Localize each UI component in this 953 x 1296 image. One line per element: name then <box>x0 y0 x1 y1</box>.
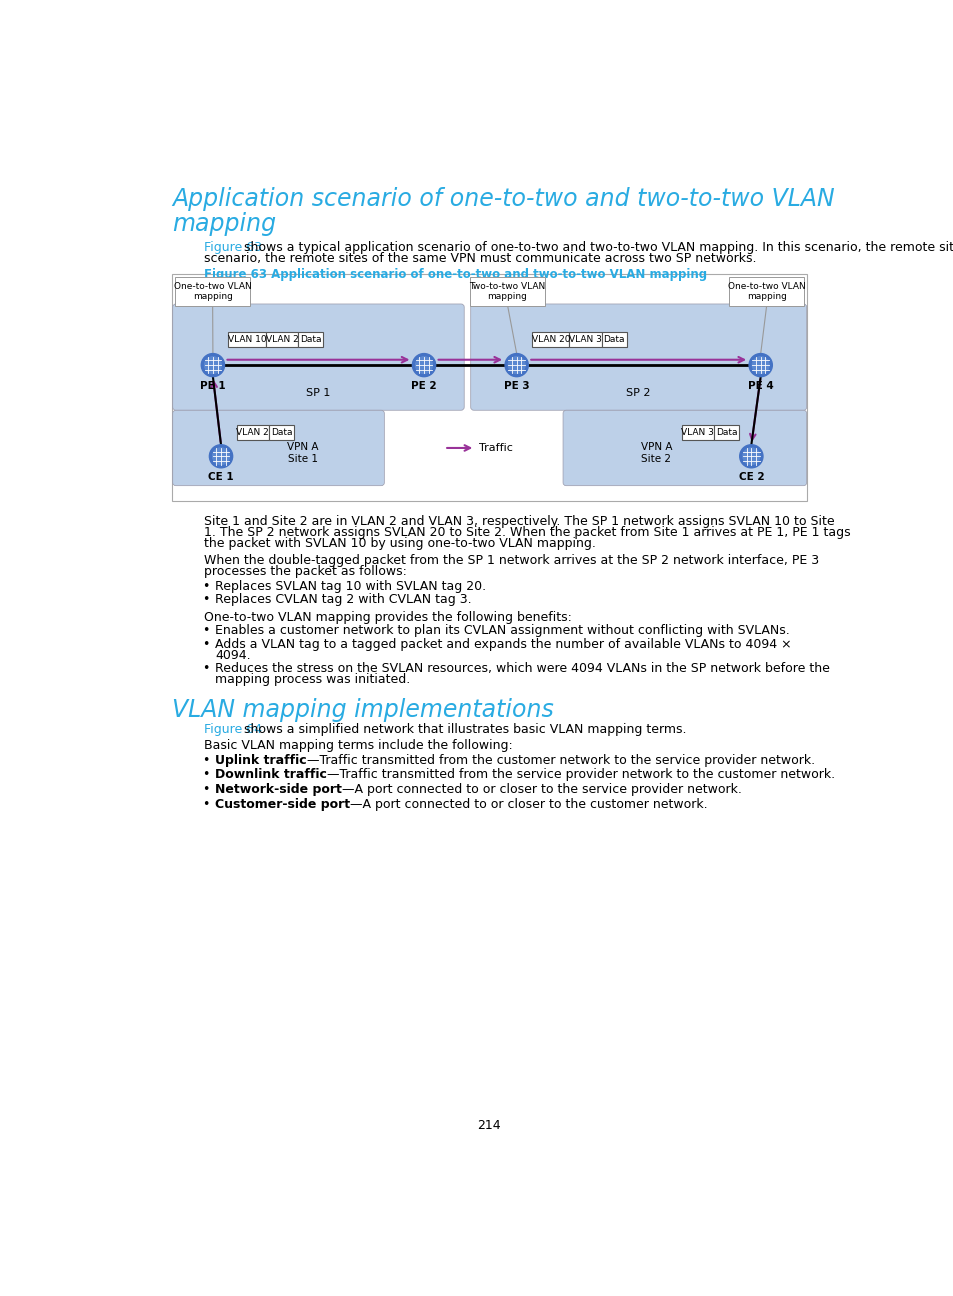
Text: One-to-two VLAN
mapping: One-to-two VLAN mapping <box>727 281 804 301</box>
Text: •: • <box>202 662 210 675</box>
Text: shows a simplified network that illustrates basic VLAN mapping terms.: shows a simplified network that illustra… <box>240 723 686 736</box>
Circle shape <box>213 448 229 464</box>
Text: mapping process was initiated.: mapping process was initiated. <box>215 674 410 687</box>
Text: •: • <box>202 754 210 767</box>
Text: Network-side port: Network-side port <box>215 783 342 796</box>
Circle shape <box>204 356 221 373</box>
Text: Reduces the stress on the SVLAN resources, which were 4094 VLANs in the SP netwo: Reduces the stress on the SVLAN resource… <box>215 662 829 675</box>
Text: Data: Data <box>603 336 624 345</box>
Text: Two-to-two VLAN
mapping: Two-to-two VLAN mapping <box>469 281 545 301</box>
FancyBboxPatch shape <box>172 411 384 486</box>
Text: •: • <box>202 783 210 796</box>
Circle shape <box>742 448 759 464</box>
Text: VLAN mapping implementations: VLAN mapping implementations <box>172 699 553 722</box>
Text: SP 2: SP 2 <box>626 388 650 398</box>
Text: mapping: mapping <box>172 211 275 236</box>
Text: —Traffic transmitted from the customer network to the service provider network.: —Traffic transmitted from the customer n… <box>307 754 814 767</box>
Text: Basic VLAN mapping terms include the following:: Basic VLAN mapping terms include the fol… <box>204 740 513 753</box>
Text: the packet with SVLAN 10 by using one-to-two VLAN mapping.: the packet with SVLAN 10 by using one-to… <box>204 538 596 551</box>
Text: 1. The SP 2 network assigns SVLAN 20 to Site 2. When the packet from Site 1 arri: 1. The SP 2 network assigns SVLAN 20 to … <box>204 526 850 539</box>
Circle shape <box>508 356 524 373</box>
Text: Figure 63 Application scenario of one-to-two and two-to-two VLAN mapping: Figure 63 Application scenario of one-to… <box>204 268 707 281</box>
Text: •: • <box>202 769 210 781</box>
FancyBboxPatch shape <box>298 332 323 347</box>
Text: —Traffic transmitted from the service provider network to the customer network.: —Traffic transmitted from the service pr… <box>327 769 835 781</box>
Circle shape <box>209 445 233 468</box>
FancyBboxPatch shape <box>714 425 739 441</box>
Text: VLAN 2: VLAN 2 <box>236 428 269 437</box>
Text: Data: Data <box>715 428 737 437</box>
FancyBboxPatch shape <box>569 332 601 347</box>
Text: PE 4: PE 4 <box>747 381 773 390</box>
Text: VLAN 10: VLAN 10 <box>228 336 266 345</box>
FancyBboxPatch shape <box>269 425 294 441</box>
Text: Figure 63: Figure 63 <box>204 241 262 254</box>
Circle shape <box>739 445 762 468</box>
Text: SP 1: SP 1 <box>306 388 331 398</box>
Text: VPN A
Site 2: VPN A Site 2 <box>640 442 672 464</box>
Text: Figure 64: Figure 64 <box>204 723 262 736</box>
Text: VPN A
Site 1: VPN A Site 1 <box>287 442 318 464</box>
Text: •: • <box>202 638 210 651</box>
Circle shape <box>752 356 768 373</box>
FancyBboxPatch shape <box>172 305 464 411</box>
FancyBboxPatch shape <box>228 332 265 347</box>
FancyBboxPatch shape <box>172 273 806 502</box>
Text: Enables a customer network to plan its CVLAN assignment without conflicting with: Enables a customer network to plan its C… <box>215 625 789 638</box>
Text: CE 2: CE 2 <box>738 472 763 482</box>
Text: Uplink traffic: Uplink traffic <box>215 754 307 767</box>
Text: VLAN 3: VLAN 3 <box>680 428 714 437</box>
Text: One-to-two VLAN
mapping: One-to-two VLAN mapping <box>173 281 252 301</box>
Circle shape <box>504 354 528 377</box>
Text: Application scenario of one-to-two and two-to-two VLAN: Application scenario of one-to-two and t… <box>172 187 834 211</box>
FancyBboxPatch shape <box>728 277 803 306</box>
Text: Data: Data <box>299 336 321 345</box>
Text: When the double-tagged packet from the SP 1 network arrives at the SP 2 network : When the double-tagged packet from the S… <box>204 553 819 568</box>
Text: processes the packet as follows:: processes the packet as follows: <box>204 565 407 578</box>
Circle shape <box>416 356 432 373</box>
Text: Replaces CVLAN tag 2 with CVLAN tag 3.: Replaces CVLAN tag 2 with CVLAN tag 3. <box>215 594 472 607</box>
FancyBboxPatch shape <box>562 411 806 486</box>
Text: •: • <box>202 797 210 810</box>
Text: Customer-side port: Customer-side port <box>215 797 350 810</box>
Text: One-to-two VLAN mapping provides the following benefits:: One-to-two VLAN mapping provides the fol… <box>204 610 572 623</box>
FancyBboxPatch shape <box>470 277 544 306</box>
Text: —A port connected to or closer to the customer network.: —A port connected to or closer to the cu… <box>350 797 707 810</box>
Text: •: • <box>202 594 210 607</box>
Text: VLAN 3: VLAN 3 <box>569 336 601 345</box>
FancyBboxPatch shape <box>532 332 569 347</box>
FancyBboxPatch shape <box>601 332 626 347</box>
Text: scenario, the remote sites of the same VPN must communicate across two SP networ: scenario, the remote sites of the same V… <box>204 253 757 266</box>
Text: Replaces SVLAN tag 10 with SVLAN tag 20.: Replaces SVLAN tag 10 with SVLAN tag 20. <box>215 579 486 592</box>
Text: PE 1: PE 1 <box>200 381 226 390</box>
Text: shows a typical application scenario of one-to-two and two-to-two VLAN mapping. : shows a typical application scenario of … <box>240 241 953 254</box>
Circle shape <box>412 354 436 377</box>
Circle shape <box>201 354 224 377</box>
Circle shape <box>748 354 772 377</box>
Text: Adds a VLAN tag to a tagged packet and expands the number of available VLANs to : Adds a VLAN tag to a tagged packet and e… <box>215 638 791 651</box>
Text: VLAN 2: VLAN 2 <box>265 336 298 345</box>
Text: Site 1 and Site 2 are in VLAN 2 and VLAN 3, respectively. The SP 1 network assig: Site 1 and Site 2 are in VLAN 2 and VLAN… <box>204 515 834 527</box>
Text: PE 2: PE 2 <box>411 381 436 390</box>
Text: Data: Data <box>271 428 292 437</box>
FancyBboxPatch shape <box>236 425 269 441</box>
FancyBboxPatch shape <box>265 332 298 347</box>
Text: CE 1: CE 1 <box>208 472 233 482</box>
Text: •: • <box>202 579 210 592</box>
FancyBboxPatch shape <box>174 277 250 306</box>
Text: Downlink traffic: Downlink traffic <box>215 769 327 781</box>
Text: VLAN 20: VLAN 20 <box>531 336 570 345</box>
Text: PE 3: PE 3 <box>503 381 529 390</box>
Text: 4094.: 4094. <box>215 649 251 662</box>
Text: •: • <box>202 625 210 638</box>
FancyBboxPatch shape <box>680 425 714 441</box>
Text: Traffic: Traffic <box>478 443 513 454</box>
Text: —A port connected to or closer to the service provider network.: —A port connected to or closer to the se… <box>342 783 741 796</box>
Text: 214: 214 <box>476 1118 500 1131</box>
FancyBboxPatch shape <box>470 305 806 411</box>
